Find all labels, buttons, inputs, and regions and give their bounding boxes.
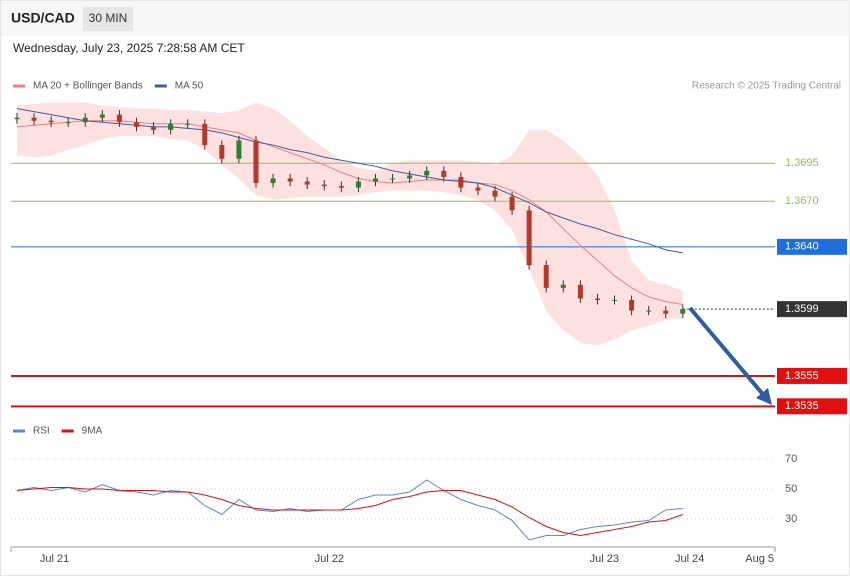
level-tag	[777, 398, 847, 415]
candle-body	[202, 123, 208, 146]
legend-label: 9MA	[82, 426, 103, 437]
moving-average	[16, 108, 683, 254]
candle-body	[82, 117, 88, 123]
forecast-arrow	[688, 306, 768, 400]
candle-body	[663, 310, 669, 314]
x-tick-label: Jul 24	[675, 553, 704, 565]
level-label: 1.3670	[785, 195, 819, 207]
candle-body	[629, 299, 635, 311]
level-label: 1.3640	[785, 241, 819, 253]
x-tick-label: Jul 22	[315, 553, 344, 565]
legend-label: MA 20 + Bollinger Bands	[33, 81, 143, 92]
header-bar	[1, 1, 849, 36]
level-tag	[777, 367, 847, 384]
candle-body	[441, 170, 447, 177]
candle-body	[168, 123, 174, 130]
candle-body	[116, 114, 122, 123]
candle-body	[355, 181, 361, 188]
candle-body	[99, 114, 105, 118]
candle-body	[14, 117, 20, 120]
candle-body	[646, 310, 652, 312]
candle-body	[151, 126, 157, 130]
candle-body	[133, 122, 139, 127]
candle-body	[475, 187, 481, 191]
candle-body	[680, 309, 686, 314]
candle-body	[492, 190, 498, 197]
timestamp: Wednesday, July 23, 2025 7:28:58 AM CET	[13, 41, 245, 55]
candle-body	[185, 123, 191, 125]
level-tag	[777, 301, 847, 318]
level-tag	[777, 238, 847, 255]
legend-label: MA 50	[175, 81, 204, 92]
candle-body	[304, 181, 310, 185]
candle-body	[219, 145, 225, 159]
candle-body	[594, 298, 600, 300]
candle-body	[458, 176, 464, 188]
candle-body	[526, 210, 532, 266]
forecast-arrow-head	[756, 388, 772, 405]
interval[interactable]: 30 MIN	[89, 11, 128, 25]
candle-body	[612, 299, 618, 301]
candle-body	[236, 140, 242, 159]
line-series	[16, 487, 683, 537]
candle-body	[543, 265, 549, 288]
candle-body	[321, 184, 327, 187]
symbol: USD/CAD	[11, 10, 75, 26]
moving-average	[16, 120, 683, 306]
credit: Research © 2025 Trading Central	[692, 81, 841, 92]
candle-body	[390, 178, 396, 180]
candle-body	[373, 178, 379, 182]
x-tick-label: Jul 23	[590, 553, 619, 565]
candle-body	[407, 175, 413, 179]
line-series	[16, 479, 683, 541]
candle-body	[253, 140, 259, 184]
candle-body	[270, 178, 276, 184]
level-label: 1.3535	[785, 400, 819, 412]
candle-body	[287, 178, 293, 182]
candle-body	[65, 122, 71, 124]
candle-body	[509, 196, 515, 211]
candle-body	[560, 284, 566, 288]
candle-body	[577, 284, 583, 299]
candle-body	[424, 170, 430, 176]
level-label: 1.3555	[785, 370, 819, 382]
y-tick-label: 70	[785, 453, 797, 465]
candle-body	[48, 120, 54, 123]
legend-label: RSI	[33, 426, 50, 437]
x-tick-label: Aug 5	[745, 553, 774, 565]
y-tick-label: 30	[785, 513, 797, 525]
candle-body	[338, 186, 344, 188]
y-tick-label: 50	[785, 483, 797, 495]
level-label: 1.3599	[785, 303, 819, 315]
candle-body	[31, 117, 37, 121]
interval-badge[interactable]	[83, 7, 133, 31]
level-label: 1.3695	[785, 157, 819, 169]
x-tick-label: Jul 21	[40, 553, 69, 565]
